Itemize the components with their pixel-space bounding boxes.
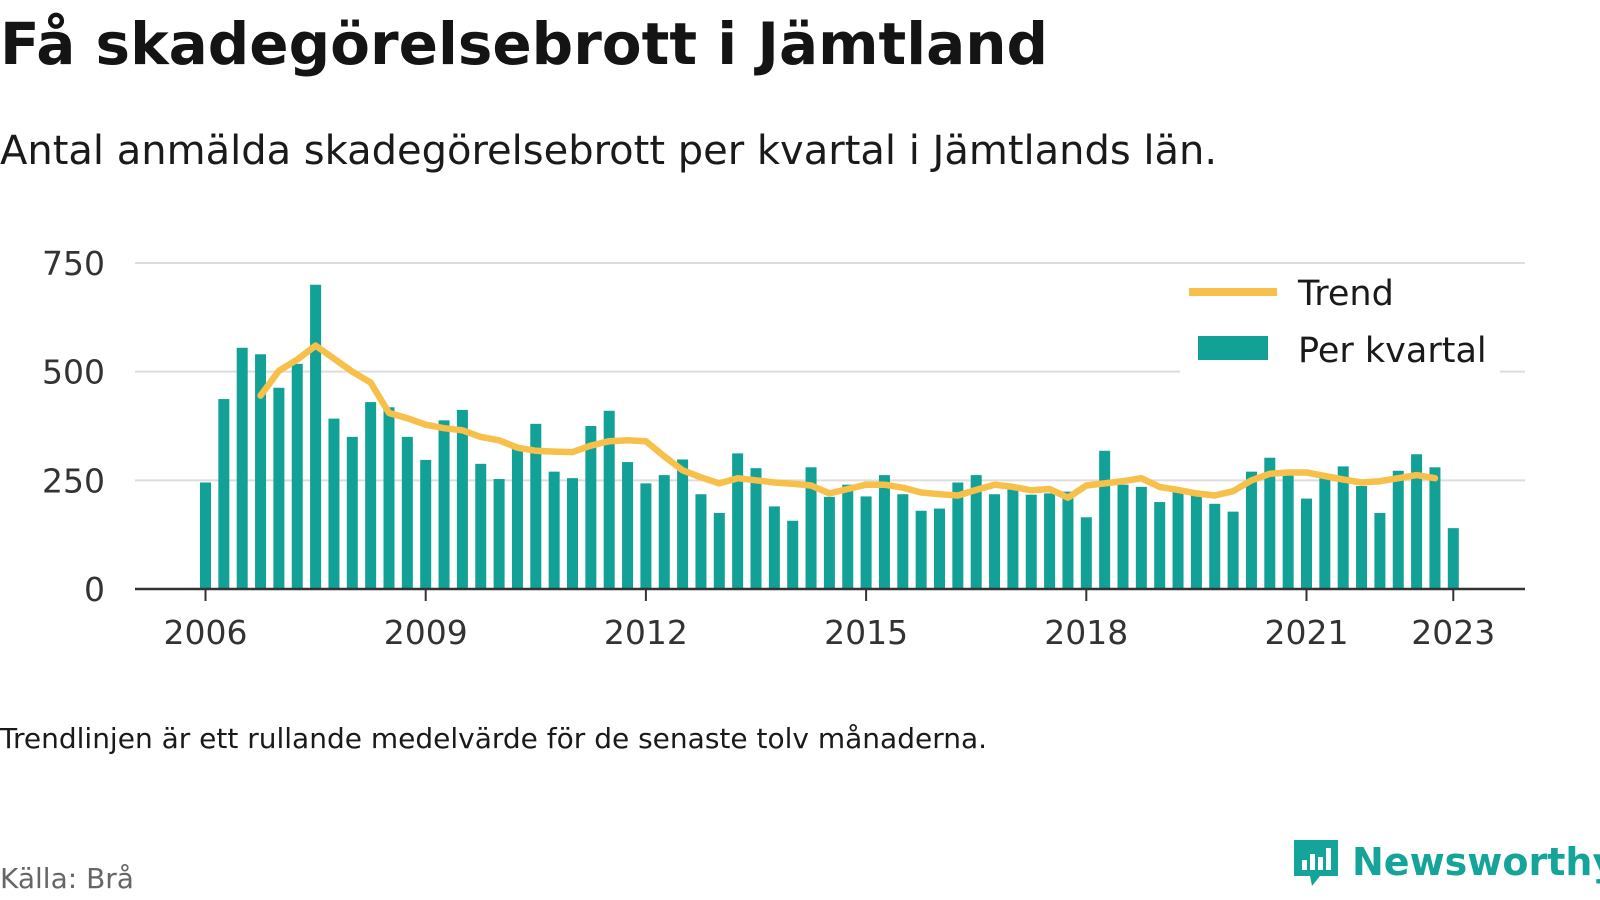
bar: [787, 520, 799, 589]
bar: [842, 484, 854, 589]
bar-series: [200, 284, 1459, 589]
x-tick-label: 2006: [164, 613, 248, 652]
x-axis: 2006 2009 2012 2015 2018 2021 2023: [135, 587, 1525, 652]
bar: [1374, 512, 1386, 589]
legend-bars-swatch: [1198, 336, 1268, 360]
bar: [1356, 485, 1368, 589]
bar: [713, 512, 725, 589]
bar: [1209, 503, 1221, 589]
bar: [420, 459, 432, 589]
bar: [1264, 457, 1276, 589]
chart-subtitle: Antal anmälda skadegörelsebrott per kvar…: [0, 128, 1218, 174]
bar: [1337, 466, 1349, 589]
bar: [365, 402, 377, 589]
bar: [1301, 498, 1312, 589]
y-tick-label: 250: [42, 461, 105, 500]
x-tick-label: 2015: [824, 613, 908, 652]
footnote: Trendlinjen är ett rullande medelvärde f…: [0, 722, 988, 755]
chart-title: Få skadegörelsebrott i Jämtland: [0, 10, 1049, 78]
source-text: Källa: Brå: [0, 862, 134, 895]
bar: [218, 399, 230, 589]
bar: [1025, 494, 1037, 589]
bar: [1154, 502, 1166, 589]
x-tick-label: 2012: [604, 613, 688, 652]
bar: [768, 506, 780, 589]
brand-name: Newsworthy: [1352, 840, 1600, 884]
bar: [915, 510, 927, 589]
bar: [567, 478, 578, 589]
bar: [603, 410, 615, 589]
bar: [493, 479, 505, 589]
bar: [732, 453, 744, 589]
bar: [970, 475, 982, 589]
x-tick-label: 2018: [1044, 613, 1128, 652]
bar: [291, 363, 303, 589]
bar: [401, 436, 413, 589]
bar: [328, 418, 340, 589]
bar: [622, 462, 634, 589]
trend-line: [257, 342, 1439, 501]
bar: [1190, 491, 1202, 589]
bar: [1245, 471, 1257, 589]
bar: [658, 475, 670, 589]
bar: [1044, 493, 1056, 589]
bar: [1099, 450, 1111, 589]
legend: Trend Per kvartal: [1180, 265, 1500, 375]
y-tick-label: 500: [42, 353, 105, 392]
bar: [695, 494, 707, 589]
bar: [200, 482, 211, 589]
brand-logo: Newsworthy: [1290, 836, 1600, 888]
bar: [897, 494, 909, 589]
bar: [1282, 471, 1294, 589]
bar: [475, 463, 487, 589]
bar: [585, 426, 597, 589]
bar: [346, 436, 358, 589]
bar: [383, 407, 395, 589]
bar: [1172, 489, 1184, 589]
x-tick-label: 2021: [1265, 613, 1349, 652]
bar: [750, 468, 762, 589]
bar: [805, 467, 817, 589]
x-tick-label: 2023: [1411, 613, 1495, 652]
legend-bars-label: Per kvartal: [1298, 331, 1487, 371]
bar: [1411, 454, 1423, 589]
bar: [952, 482, 964, 589]
legend-trend-label: Trend: [1297, 274, 1394, 314]
bar: [1227, 511, 1239, 589]
bar: [1007, 484, 1019, 589]
bar: [310, 284, 322, 589]
bar: [1080, 517, 1092, 589]
bar: [640, 483, 652, 589]
bar: [1062, 491, 1074, 589]
bar: [511, 447, 523, 589]
bar: [273, 387, 285, 589]
y-tick-label: 0: [84, 570, 105, 609]
bar: [860, 496, 872, 589]
bar: [1447, 528, 1459, 589]
bar: [1392, 470, 1404, 589]
bar: [878, 475, 890, 589]
bar: [989, 494, 1001, 589]
bar: [1319, 474, 1331, 589]
y-axis-labels: 0 250 500 750: [42, 244, 105, 609]
bar: [1429, 467, 1441, 589]
bar: [677, 459, 689, 589]
bar: [530, 423, 542, 589]
y-tick-label: 750: [42, 244, 105, 283]
bar: [934, 508, 945, 589]
bar: [1135, 486, 1147, 589]
bar: [548, 471, 560, 589]
bar: [255, 354, 267, 589]
bar: [236, 347, 248, 589]
bar: [1117, 484, 1129, 589]
bar: [823, 496, 835, 589]
trend-series: [257, 342, 1439, 501]
newsworthy-logo-icon: [1294, 840, 1338, 886]
x-tick-label: 2009: [384, 613, 468, 652]
bar: [438, 420, 450, 589]
bar: [456, 409, 468, 589]
